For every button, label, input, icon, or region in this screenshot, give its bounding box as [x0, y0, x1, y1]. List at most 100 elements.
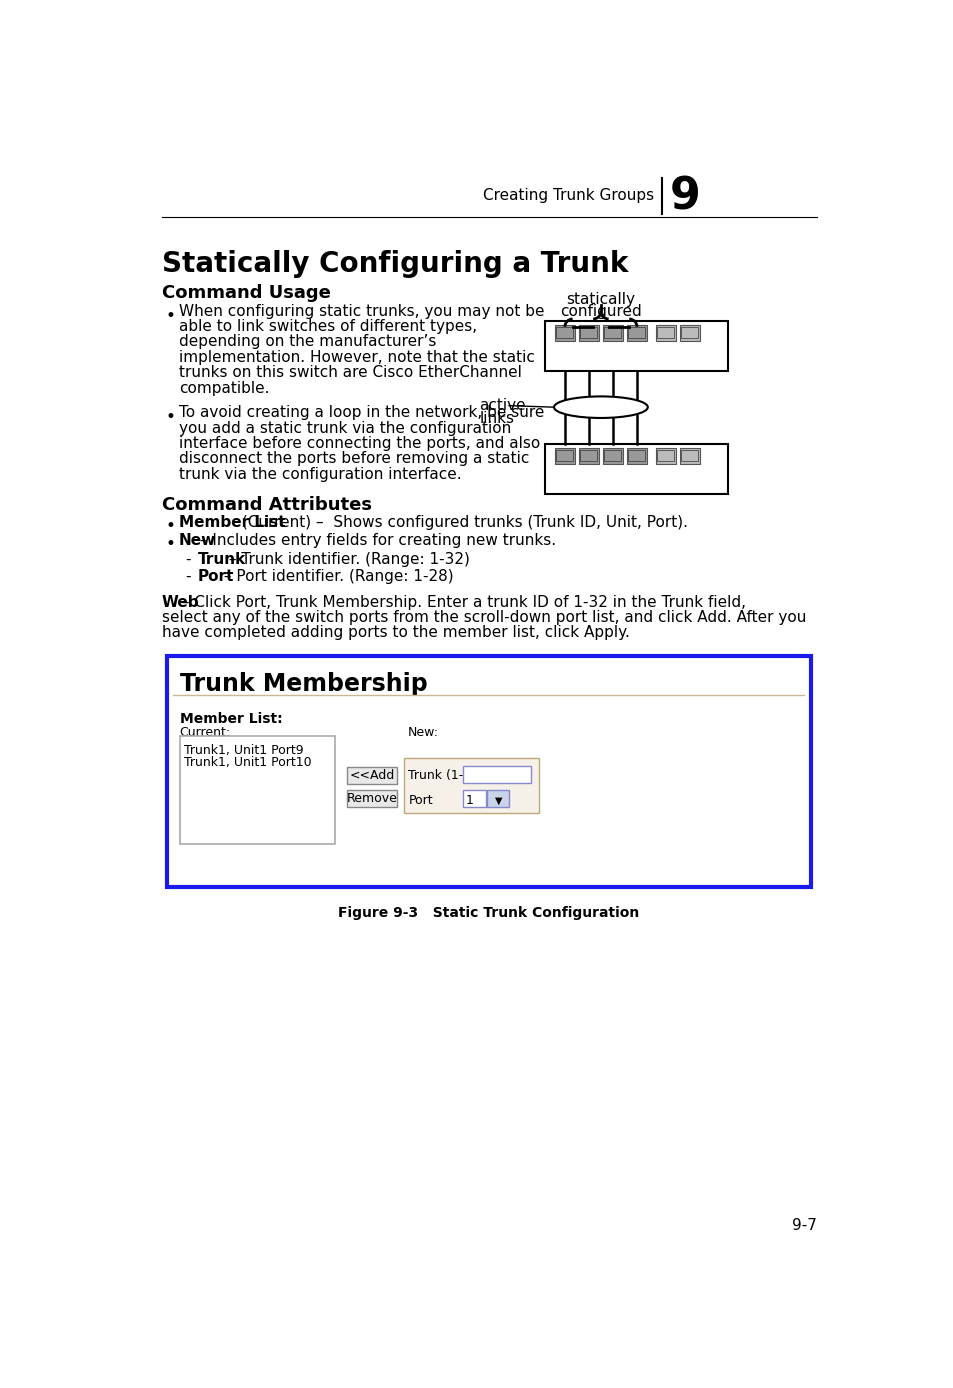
- Text: compatible.: compatible.: [179, 380, 269, 396]
- Text: New:: New:: [407, 726, 438, 738]
- Bar: [635, 466, 637, 468]
- Bar: [618, 466, 619, 468]
- Bar: [556, 326, 573, 339]
- Bar: [659, 343, 661, 344]
- Text: configured: configured: [559, 304, 641, 319]
- Bar: [556, 450, 573, 461]
- Bar: [684, 343, 686, 344]
- Text: 9: 9: [669, 176, 700, 219]
- Bar: [566, 466, 568, 468]
- Bar: [659, 466, 661, 468]
- Text: -: -: [185, 551, 191, 566]
- Text: •: •: [166, 516, 175, 534]
- Bar: [604, 450, 620, 461]
- Bar: [607, 466, 609, 468]
- Bar: [657, 466, 659, 468]
- Bar: [680, 466, 682, 468]
- Bar: [611, 343, 613, 344]
- Text: depending on the manufacturer’s: depending on the manufacturer’s: [179, 335, 436, 350]
- Text: Trunk Membership: Trunk Membership: [179, 672, 427, 697]
- Text: trunk via the configuration interface.: trunk via the configuration interface.: [179, 466, 461, 482]
- Bar: [583, 343, 585, 344]
- Bar: [687, 343, 689, 344]
- Bar: [628, 343, 630, 344]
- Text: (Current) –  Shows configured trunks (Trunk ID, Unit, Port).: (Current) – Shows configured trunks (Tru…: [236, 515, 687, 530]
- Bar: [590, 343, 592, 344]
- Bar: [566, 343, 568, 344]
- Bar: [579, 343, 581, 344]
- Text: implementation. However, note that the static: implementation. However, note that the s…: [179, 350, 535, 365]
- Bar: [579, 450, 597, 461]
- Bar: [594, 343, 596, 344]
- Text: -: -: [185, 569, 191, 583]
- Bar: [639, 343, 640, 344]
- Bar: [691, 466, 693, 468]
- Text: have completed adding ports to the member list, click Apply.: have completed adding ports to the membe…: [162, 626, 629, 640]
- Bar: [631, 466, 633, 468]
- Bar: [635, 343, 637, 344]
- Text: Trunk: Trunk: [197, 551, 246, 566]
- Text: Trunk (1-32): Trunk (1-32): [408, 769, 484, 783]
- Bar: [639, 466, 640, 468]
- Bar: [680, 326, 698, 339]
- Bar: [347, 790, 397, 808]
- Bar: [679, 448, 699, 464]
- Bar: [556, 343, 558, 344]
- Bar: [555, 448, 575, 464]
- Text: – Trunk identifier. (Range: 1-32): – Trunk identifier. (Range: 1-32): [224, 551, 469, 566]
- Bar: [462, 790, 485, 808]
- Text: When configuring static trunks, you may not be: When configuring static trunks, you may …: [179, 304, 544, 319]
- Bar: [602, 448, 622, 464]
- Bar: [680, 343, 682, 344]
- Bar: [570, 343, 572, 344]
- Bar: [655, 448, 675, 464]
- Bar: [602, 325, 622, 340]
- Bar: [679, 325, 699, 340]
- Text: •: •: [166, 408, 175, 426]
- Text: Member List:: Member List:: [179, 712, 282, 726]
- Bar: [607, 343, 609, 344]
- Bar: [579, 466, 581, 468]
- Text: Figure 9-3   Static Trunk Configuration: Figure 9-3 Static Trunk Configuration: [338, 906, 639, 920]
- Text: 1: 1: [465, 794, 473, 806]
- Bar: [680, 450, 698, 461]
- Text: Port: Port: [197, 569, 233, 583]
- Bar: [562, 466, 565, 468]
- Text: active: active: [479, 398, 526, 414]
- Bar: [462, 766, 530, 783]
- Bar: [626, 448, 646, 464]
- Bar: [556, 466, 558, 468]
- Text: interface before connecting the ports, and also: interface before connecting the ports, a…: [179, 436, 539, 451]
- Bar: [487, 790, 509, 808]
- Bar: [626, 325, 646, 340]
- Bar: [545, 444, 727, 494]
- Text: select any of the switch ports from the scroll-down port list, and click Add. Af: select any of the switch ports from the …: [162, 611, 805, 625]
- Bar: [587, 466, 589, 468]
- Bar: [641, 343, 643, 344]
- Bar: [631, 343, 633, 344]
- Text: Web: Web: [162, 594, 199, 609]
- Bar: [583, 466, 585, 468]
- Bar: [562, 343, 565, 344]
- Text: trunks on this switch are Cisco EtherChannel: trunks on this switch are Cisco EtherCha…: [179, 365, 521, 380]
- Text: links: links: [479, 411, 514, 426]
- Bar: [657, 326, 674, 339]
- Text: <<Add: <<Add: [350, 769, 395, 781]
- Bar: [691, 343, 693, 344]
- Bar: [684, 466, 686, 468]
- Bar: [559, 343, 561, 344]
- Bar: [628, 466, 630, 468]
- Text: Member List: Member List: [179, 515, 285, 530]
- Text: •: •: [166, 307, 175, 325]
- Text: you add a static trunk via the configuration: you add a static trunk via the configura…: [179, 421, 511, 436]
- Bar: [555, 325, 575, 340]
- Bar: [604, 466, 606, 468]
- Text: – Includes entry fields for creating new trunks.: – Includes entry fields for creating new…: [194, 533, 556, 548]
- Bar: [578, 325, 598, 340]
- Bar: [657, 343, 659, 344]
- Text: To avoid creating a loop in the network, be sure: To avoid creating a loop in the network,…: [179, 405, 544, 421]
- Text: disconnect the ports before removing a static: disconnect the ports before removing a s…: [179, 451, 529, 466]
- Ellipse shape: [554, 397, 647, 418]
- Bar: [604, 326, 620, 339]
- Bar: [570, 466, 572, 468]
